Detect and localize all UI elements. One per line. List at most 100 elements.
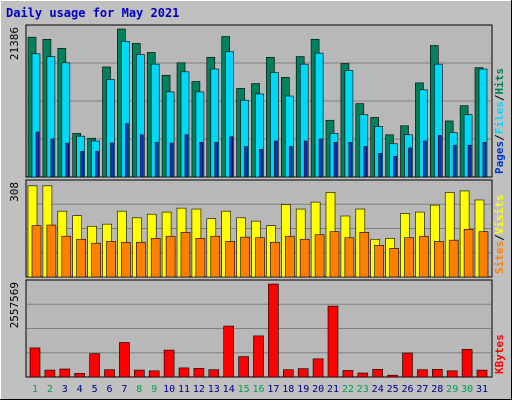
pages-bar [154,142,159,178]
sites-bar [31,225,42,278]
sites-bar [255,237,265,278]
sites-bar [299,238,310,278]
kbytes-ymax-label: 2557569 [8,282,21,328]
day-label: 25 [387,384,399,395]
day-label: 17 [267,384,279,395]
kbytes-bar [119,342,130,378]
legend-pages: Pages [493,141,506,174]
kbytes-bar [178,367,190,378]
day-label: 27 [416,384,428,395]
sites-bar [478,231,489,278]
sites-bar [91,242,101,278]
sites-bar [121,241,131,278]
visits-legend-text: Sites/Visits [493,195,506,275]
day-label: 29 [446,384,458,395]
pages-bar [214,142,219,178]
sites-bar [344,237,355,278]
kbytes-bar [44,369,56,378]
sites-bar [448,239,459,278]
day-label: 16 [252,384,264,395]
sites-bar [180,232,191,278]
hits-legend-text: Pages/Files/Hits [493,68,506,174]
pages-bar [259,149,263,178]
day-label: 26 [401,384,413,395]
day-label: 15 [238,384,250,395]
pages-bar [288,146,293,178]
sites-bar [404,237,414,278]
legend-sites: Sites [493,241,506,274]
day-label: 19 [297,384,309,395]
day-label: 8 [136,384,142,395]
kbytes-bar [342,370,354,378]
kbytes-bar [104,369,115,378]
legend-visits: Visits [493,195,506,235]
sites-bar [195,238,206,278]
pages-bar [35,131,40,178]
legend-files: Files [493,101,506,134]
kbytes-bar [193,367,205,378]
kbytes-bar [59,368,71,378]
sites-bar [329,231,340,278]
day-label: 28 [431,384,443,395]
day-label: 7 [121,384,127,395]
pages-bar [65,142,70,178]
pages-bar [393,155,397,178]
sites-bar [419,235,429,278]
sites-bar [359,232,370,278]
kbytes-bar [163,349,175,378]
day-label: 14 [223,384,235,395]
day-label: 5 [92,384,98,395]
pages-bar [169,142,174,178]
legend-kbytes: KBytes [493,334,506,374]
pages-bar [423,140,427,178]
kbytes-bar [476,369,488,378]
day-label: 21 [327,384,339,395]
kbytes-bar [238,356,249,378]
sites-bar [165,235,176,278]
kbytes-bar [417,369,428,378]
legend-sep: / [493,234,506,241]
hits-ymax-label: 21386 [8,27,21,60]
sites-bar [314,234,325,278]
visits-ymax-label: 308 [8,182,21,202]
day-label: 22 [342,384,354,395]
day-label: 3 [62,384,68,395]
sites-bar [210,235,221,278]
pages-bar [95,151,99,178]
sites-bar [433,241,444,278]
pages-bar [244,146,248,178]
kbytes-bar [74,373,85,378]
sites-bar [46,224,57,278]
kbytes-bar [282,369,294,378]
kbytes-bar [402,352,413,378]
day-label: 24 [372,384,384,395]
sites-bar [374,244,385,278]
sites-bar [136,241,146,278]
kbytes-bar [223,325,234,378]
day-label: 1 [32,384,38,395]
pages-bar [274,140,278,178]
chart-title: Daily usage for May 2021 [6,6,179,20]
sites-bar [240,236,250,278]
sites-bar [225,241,235,278]
visits-legend: Sites/Visits [493,195,506,275]
bars [27,28,489,378]
kbytes-bar [29,347,41,378]
kbytes-bar [268,283,279,378]
pages-bar [408,147,412,178]
sites-bar [106,241,116,278]
sites-bar [463,228,474,278]
legend-sep: / [493,94,506,101]
day-label: 13 [208,384,220,395]
pages-bar [348,142,353,178]
day-label: 23 [357,384,369,395]
kbytes-bar [461,349,473,378]
sites-bar [389,248,399,278]
pages-bar [80,151,84,178]
pages-bar [467,144,472,178]
kbytes-bar [387,374,398,378]
kbytes-bar [297,368,309,378]
pages-bar [303,140,308,178]
kbytes-bar [148,370,160,378]
day-label: 11 [178,384,190,395]
